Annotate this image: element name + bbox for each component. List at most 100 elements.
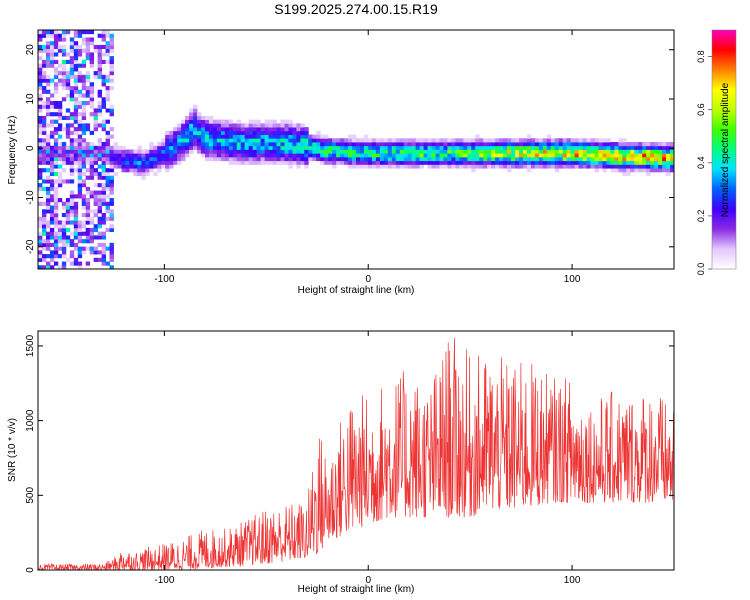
heatmap-cell	[69, 168, 75, 173]
heatmap-cell	[38, 108, 43, 113]
heatmap-cell	[574, 145, 580, 150]
heatmap-cell	[157, 164, 162, 169]
heatmap-cell	[228, 119, 234, 124]
heatmap-cell	[411, 145, 417, 150]
heatmap-cell	[642, 156, 647, 162]
heatmap-cell	[240, 160, 246, 165]
heatmap-cell	[626, 142, 631, 147]
heatmap-cell	[534, 145, 540, 150]
heatmap-cell	[61, 235, 67, 240]
heatmap-cell	[383, 145, 389, 150]
heatmap-cell	[224, 119, 230, 124]
heatmap-cell	[97, 67, 103, 72]
heatmap-cell	[371, 164, 377, 169]
heatmap-cell	[336, 153, 341, 158]
heatmap-cell	[189, 142, 194, 147]
heatmap-cell	[101, 171, 106, 177]
heatmap-cell	[487, 145, 492, 150]
x-tick-label: 0	[365, 274, 371, 285]
heatmap-cell	[471, 153, 476, 158]
heatmap-cell	[240, 145, 246, 150]
heatmap-cell	[149, 160, 154, 165]
heatmap-cell	[69, 160, 75, 165]
heatmap-cell	[220, 138, 226, 143]
heatmap-cell	[97, 149, 103, 154]
heatmap-cell	[45, 41, 51, 46]
heatmap-cell	[300, 145, 305, 150]
heatmap-cell	[121, 164, 126, 169]
heatmap-cell	[73, 194, 79, 199]
heatmap-cell	[654, 160, 659, 165]
heatmap-cell	[121, 160, 126, 165]
heatmap-cell	[45, 112, 51, 117]
heatmap-cell	[173, 149, 178, 154]
heatmap-cell	[85, 235, 91, 240]
y-tick-label: 20	[25, 44, 36, 56]
heatmap-cell	[41, 160, 47, 165]
heatmap-cell	[193, 119, 198, 124]
heatmap-cell	[220, 145, 226, 150]
heatmap-cell	[399, 156, 405, 162]
heatmap-cell	[53, 254, 59, 259]
heatmap-cell	[133, 153, 138, 158]
heatmap-cell	[515, 160, 520, 165]
heatmap-cell	[197, 119, 202, 124]
heatmap-cell	[618, 138, 623, 143]
heatmap-cell	[590, 145, 595, 150]
heatmap-cell	[161, 153, 166, 158]
heatmap-cell	[49, 242, 55, 247]
heatmap-cell	[499, 149, 504, 154]
heatmap-cell	[228, 145, 234, 150]
heatmap-cell	[145, 168, 150, 173]
heatmap-cell	[431, 164, 436, 169]
heatmap-cell	[522, 145, 528, 150]
heatmap-cell	[57, 153, 63, 158]
heatmap-cell	[602, 138, 607, 143]
heatmap-cell	[467, 149, 472, 154]
heatmap-cell	[622, 145, 627, 150]
heatmap-cell	[475, 149, 480, 154]
heatmap-cell	[626, 153, 631, 158]
heatmap-cell	[530, 142, 536, 147]
colorbar-frame	[711, 29, 737, 270]
heatmap-cell	[300, 123, 305, 128]
heatmap-cell	[332, 153, 337, 158]
heatmap-cell	[224, 130, 230, 135]
heatmap-cell	[38, 250, 43, 255]
heatmap-cell	[161, 160, 166, 165]
heatmap-cell	[367, 149, 373, 154]
heatmap-cell	[77, 134, 83, 139]
heatmap-cell	[77, 78, 83, 83]
heatmap-cell	[554, 138, 560, 143]
heatmap-cell	[177, 149, 182, 154]
heatmap-cell	[646, 156, 651, 162]
heatmap-cell	[495, 153, 500, 158]
heatmap-cell	[463, 145, 468, 150]
snr-series-line	[38, 337, 674, 570]
heatmap-cell	[185, 149, 190, 154]
heatmap-cell	[658, 164, 663, 169]
heatmap-cell	[244, 138, 250, 143]
heatmap-cell	[200, 153, 206, 158]
heatmap-cell	[69, 239, 75, 244]
heatmap-cell	[594, 145, 599, 150]
heatmap-cell	[391, 142, 397, 147]
heatmap-cell	[443, 156, 448, 162]
heatmap-cell	[73, 242, 79, 247]
heatmap-cell	[81, 37, 87, 42]
heatmap-cell	[542, 160, 548, 165]
heatmap-cell	[415, 149, 421, 154]
heatmap-cell	[431, 145, 436, 150]
heatmap-cell	[546, 156, 552, 162]
heatmap-cell	[479, 138, 484, 143]
heatmap-cell	[570, 149, 576, 154]
heatmap-cell	[228, 130, 234, 135]
heatmap-cell	[81, 224, 87, 229]
heatmap-cell	[81, 41, 87, 46]
heatmap-cell	[200, 130, 206, 135]
heatmap-cell	[328, 160, 333, 165]
heatmap-cell	[45, 179, 51, 184]
heatmap-cell	[38, 220, 43, 225]
heatmap-cell	[73, 89, 79, 94]
